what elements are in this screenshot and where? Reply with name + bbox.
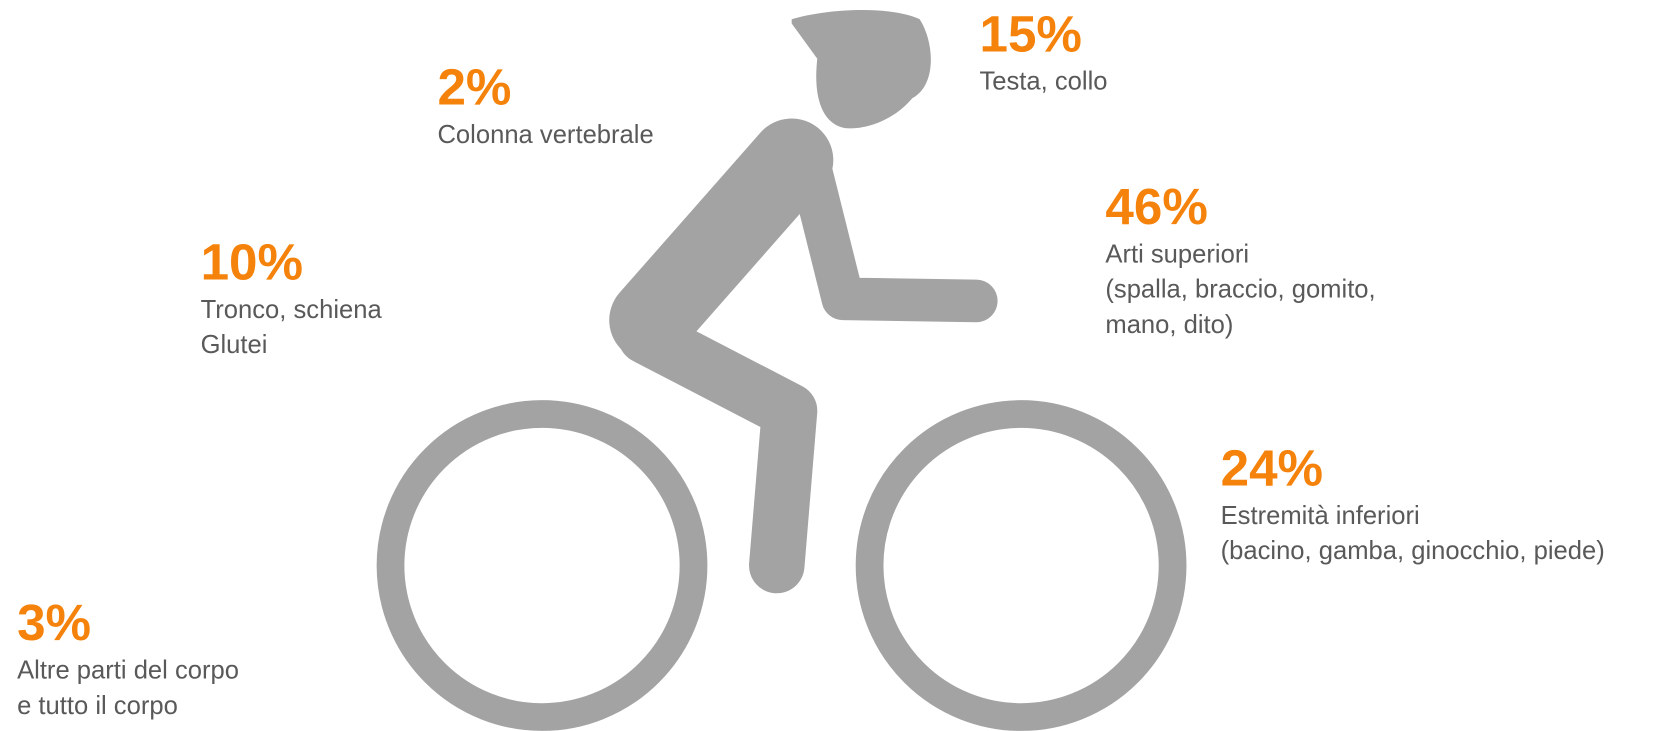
description: Glutei [201, 331, 268, 359]
percentage: 2% [437, 59, 511, 116]
percentage: 15% [979, 5, 1081, 62]
torso [609, 118, 834, 362]
arm [789, 149, 998, 323]
front-wheel [855, 400, 1187, 731]
rear-wheel [376, 400, 708, 731]
percentage: 24% [1221, 440, 1323, 497]
percentage: 10% [201, 234, 303, 291]
description: Altre parti del corpo [17, 657, 239, 685]
labels: 15% Testa, collo 2% Colonna vertebrale 10% Tr… [17, 5, 1605, 720]
description: Testa, collo [979, 68, 1107, 96]
description: (spalla, braccio, gomito, [1105, 276, 1375, 304]
description: Colonna vertebrale [437, 121, 653, 149]
description: e tutto il corpo [17, 692, 178, 720]
percentage: 46% [1105, 178, 1207, 235]
cyclist [376, 10, 1187, 731]
head [791, 10, 931, 129]
description: Arti superiori [1105, 241, 1249, 269]
description: (bacino, gamba, ginocchio, piede) [1221, 537, 1605, 565]
leg [617, 308, 818, 594]
description: Tronco, schiena [201, 296, 383, 324]
description: Estremità inferiori [1221, 502, 1420, 530]
description: mano, dito) [1105, 311, 1233, 339]
percentage: 3% [17, 594, 91, 651]
